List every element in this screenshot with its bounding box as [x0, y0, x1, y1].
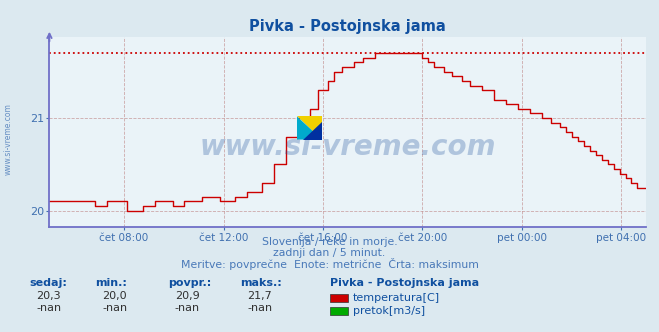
Text: 20,9: 20,9 — [175, 291, 200, 301]
Polygon shape — [303, 122, 322, 139]
Text: sedaj:: sedaj: — [30, 278, 67, 288]
Text: 20,0: 20,0 — [102, 291, 127, 301]
Text: pretok[m3/s]: pretok[m3/s] — [353, 306, 424, 316]
Text: 21,7: 21,7 — [247, 291, 272, 301]
Text: maks.:: maks.: — [241, 278, 282, 288]
Text: www.si-vreme.com: www.si-vreme.com — [200, 133, 496, 161]
Text: temperatura[C]: temperatura[C] — [353, 293, 440, 303]
Text: www.si-vreme.com: www.si-vreme.com — [3, 104, 13, 175]
Text: Pivka - Postojnska jama: Pivka - Postojnska jama — [330, 278, 478, 288]
Text: -nan: -nan — [102, 303, 127, 313]
Text: Slovenija / reke in morje.: Slovenija / reke in morje. — [262, 237, 397, 247]
Text: 20,3: 20,3 — [36, 291, 61, 301]
Text: povpr.:: povpr.: — [168, 278, 212, 288]
Text: -nan: -nan — [247, 303, 272, 313]
Title: Pivka - Postojnska jama: Pivka - Postojnska jama — [249, 19, 446, 34]
Text: Meritve: povprečne  Enote: metrične  Črta: maksimum: Meritve: povprečne Enote: metrične Črta:… — [181, 258, 478, 270]
Text: min.:: min.: — [96, 278, 127, 288]
Polygon shape — [297, 117, 322, 139]
Polygon shape — [297, 117, 322, 139]
Text: -nan: -nan — [175, 303, 200, 313]
Text: zadnji dan / 5 minut.: zadnji dan / 5 minut. — [273, 248, 386, 258]
Text: -nan: -nan — [36, 303, 61, 313]
